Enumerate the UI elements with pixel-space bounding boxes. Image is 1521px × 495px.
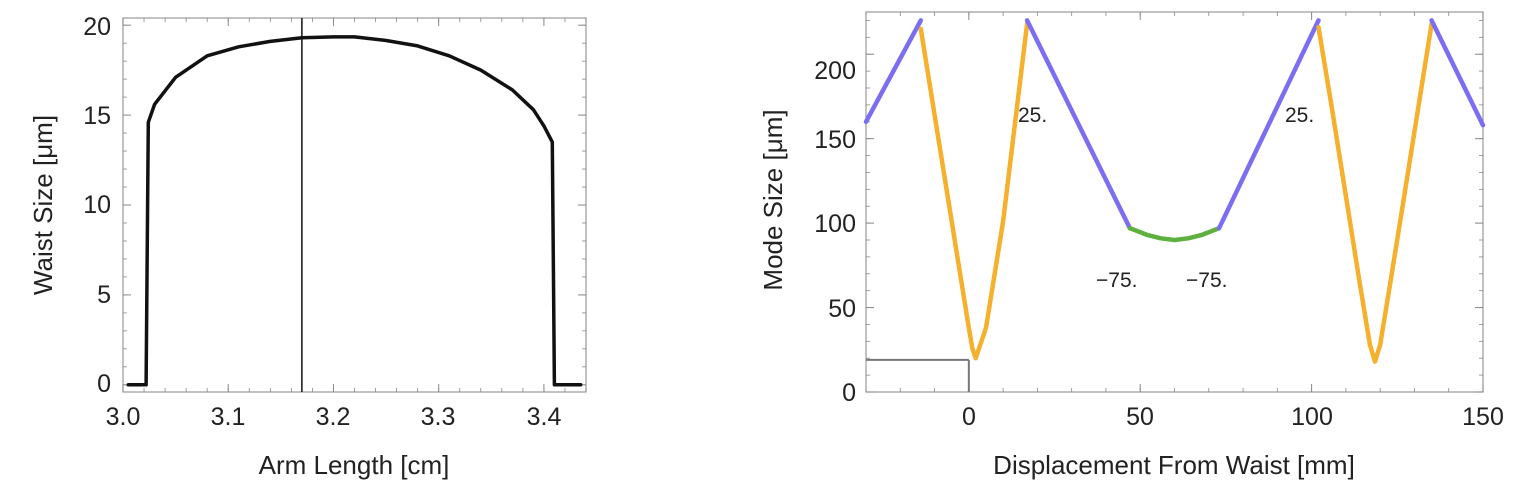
annotation-label: −75.	[1186, 269, 1227, 292]
right-xtick-label: 0	[962, 403, 976, 431]
right-xtick-label: 150	[1462, 403, 1504, 431]
right-ytick-label: 200	[814, 57, 856, 85]
left-plot-frame	[122, 17, 587, 393]
annotation-label: −75.	[1096, 269, 1137, 292]
series-line-blue-segment-1	[863, 18, 924, 125]
right-ytick-label: 100	[814, 210, 856, 238]
annotation-label: 25.	[1018, 104, 1047, 127]
left-ytick-label: 15	[83, 102, 111, 130]
right-ticks	[865, 12, 1484, 393]
right-ytick-label: 150	[814, 126, 856, 154]
left-ticks	[122, 18, 587, 392]
series-line-blue-segment-2	[1024, 18, 1133, 231]
left-ytick-label: 5	[97, 281, 111, 309]
series-line-orange-segment-2	[1316, 21, 1434, 364]
left-xtick-label: 3.2	[316, 403, 351, 431]
right-y-axis-title: Mode Size [μm]	[758, 109, 788, 290]
series-line-blue-segment-4	[1429, 18, 1486, 128]
left-xtick-label: 3.4	[527, 403, 562, 431]
right-xtick-label: 50	[1126, 403, 1154, 431]
series-line-Waist Size	[126, 35, 583, 387]
left-series-layer	[126, 18, 583, 392]
right-xtick-label: 100	[1291, 403, 1333, 431]
annotation-label: 25.	[1285, 104, 1314, 127]
right-series-layer	[863, 18, 1486, 392]
left-ytick-label: 20	[83, 13, 111, 41]
left-xtick-label: 3.3	[421, 403, 456, 431]
right-ytick-label: 0	[842, 379, 856, 407]
left-xtick-label: 3.1	[211, 403, 246, 431]
right-plot-frame	[865, 11, 1484, 393]
series-line-green-segment	[1127, 225, 1222, 243]
left-x-axis-title: Arm Length [cm]	[259, 450, 450, 480]
left-chart: 3.0 3.1 3.2 3.3 3.4 0 5 10 15 20 Arm Len…	[28, 13, 587, 480]
right-chart: 0 50 100 150 0 50 100 150 200 Displaceme…	[758, 11, 1504, 480]
right-ytick-label: 50	[828, 295, 856, 323]
right-x-axis-title: Displacement From Waist [mm]	[993, 450, 1355, 480]
left-xtick-label: 3.0	[106, 403, 141, 431]
series-line-blue-segment-3	[1216, 18, 1321, 231]
left-ytick-label: 0	[97, 370, 111, 398]
series-line-orange-segment-1	[918, 21, 1030, 361]
left-y-axis-title: Waist Size [μm]	[28, 115, 58, 295]
left-ytick-label: 10	[83, 191, 111, 219]
